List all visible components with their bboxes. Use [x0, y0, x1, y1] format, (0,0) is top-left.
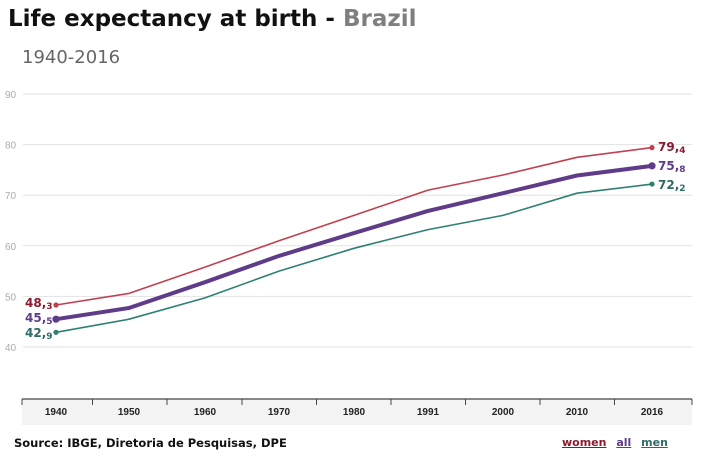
- series-women-end-label: 79,4: [658, 140, 686, 156]
- y-tick-label: 70: [5, 191, 17, 202]
- y-tick-label: 80: [5, 141, 17, 152]
- x-tick-label: 1970: [268, 407, 291, 418]
- legend-men-link[interactable]: men: [641, 436, 668, 449]
- x-tick-label: 1980: [343, 407, 366, 418]
- series-women-line: [55, 146, 653, 306]
- x-axis-band: [22, 399, 692, 425]
- title-main: Life expectancy at birth -: [8, 6, 343, 32]
- x-tick-label: 2000: [492, 407, 515, 418]
- x-tick-label: 1960: [194, 407, 217, 418]
- y-tick-label: 90: [5, 90, 17, 101]
- series-all-point: [52, 315, 60, 323]
- series-men-end-label: 72,2: [658, 178, 686, 194]
- series-all-point: [648, 162, 656, 170]
- y-tick-label: 50: [5, 292, 17, 303]
- x-tick-label: 2010: [566, 407, 589, 418]
- chart-period: 1940-2016: [22, 47, 121, 68]
- y-tick-label: 40: [5, 343, 17, 354]
- series-all-line: [54, 163, 654, 322]
- series-women-point: [649, 145, 655, 151]
- series-men-start-label: 42,9: [25, 326, 53, 342]
- source-note: Source: IBGE, Diretoria de Pesquisas, DP…: [14, 436, 287, 450]
- y-tick-label: 60: [5, 242, 17, 253]
- chart-title: Life expectancy at birth - Brazil: [8, 6, 417, 32]
- series-all-start-label: 45,5: [25, 311, 53, 327]
- series-men-point: [53, 329, 59, 335]
- legend-all-link[interactable]: all: [616, 436, 632, 449]
- legend-women-link[interactable]: women: [562, 436, 607, 449]
- series-women-start-label: 48,3: [25, 296, 53, 312]
- series-all-end-label: 75,8: [658, 159, 686, 175]
- x-tick-label: 1950: [118, 407, 141, 418]
- series-women-point: [53, 302, 59, 308]
- legend: women all men: [562, 436, 674, 449]
- x-tick-label: 1940: [45, 407, 68, 418]
- series-men-line: [55, 183, 653, 334]
- title-box: [0, 0, 546, 40]
- title-country: Brazil: [342, 6, 417, 32]
- x-tick-label: 2016: [641, 407, 664, 418]
- period-box: [14, 44, 132, 74]
- series-men-point: [649, 181, 655, 187]
- x-tick-label: 1991: [417, 407, 440, 418]
